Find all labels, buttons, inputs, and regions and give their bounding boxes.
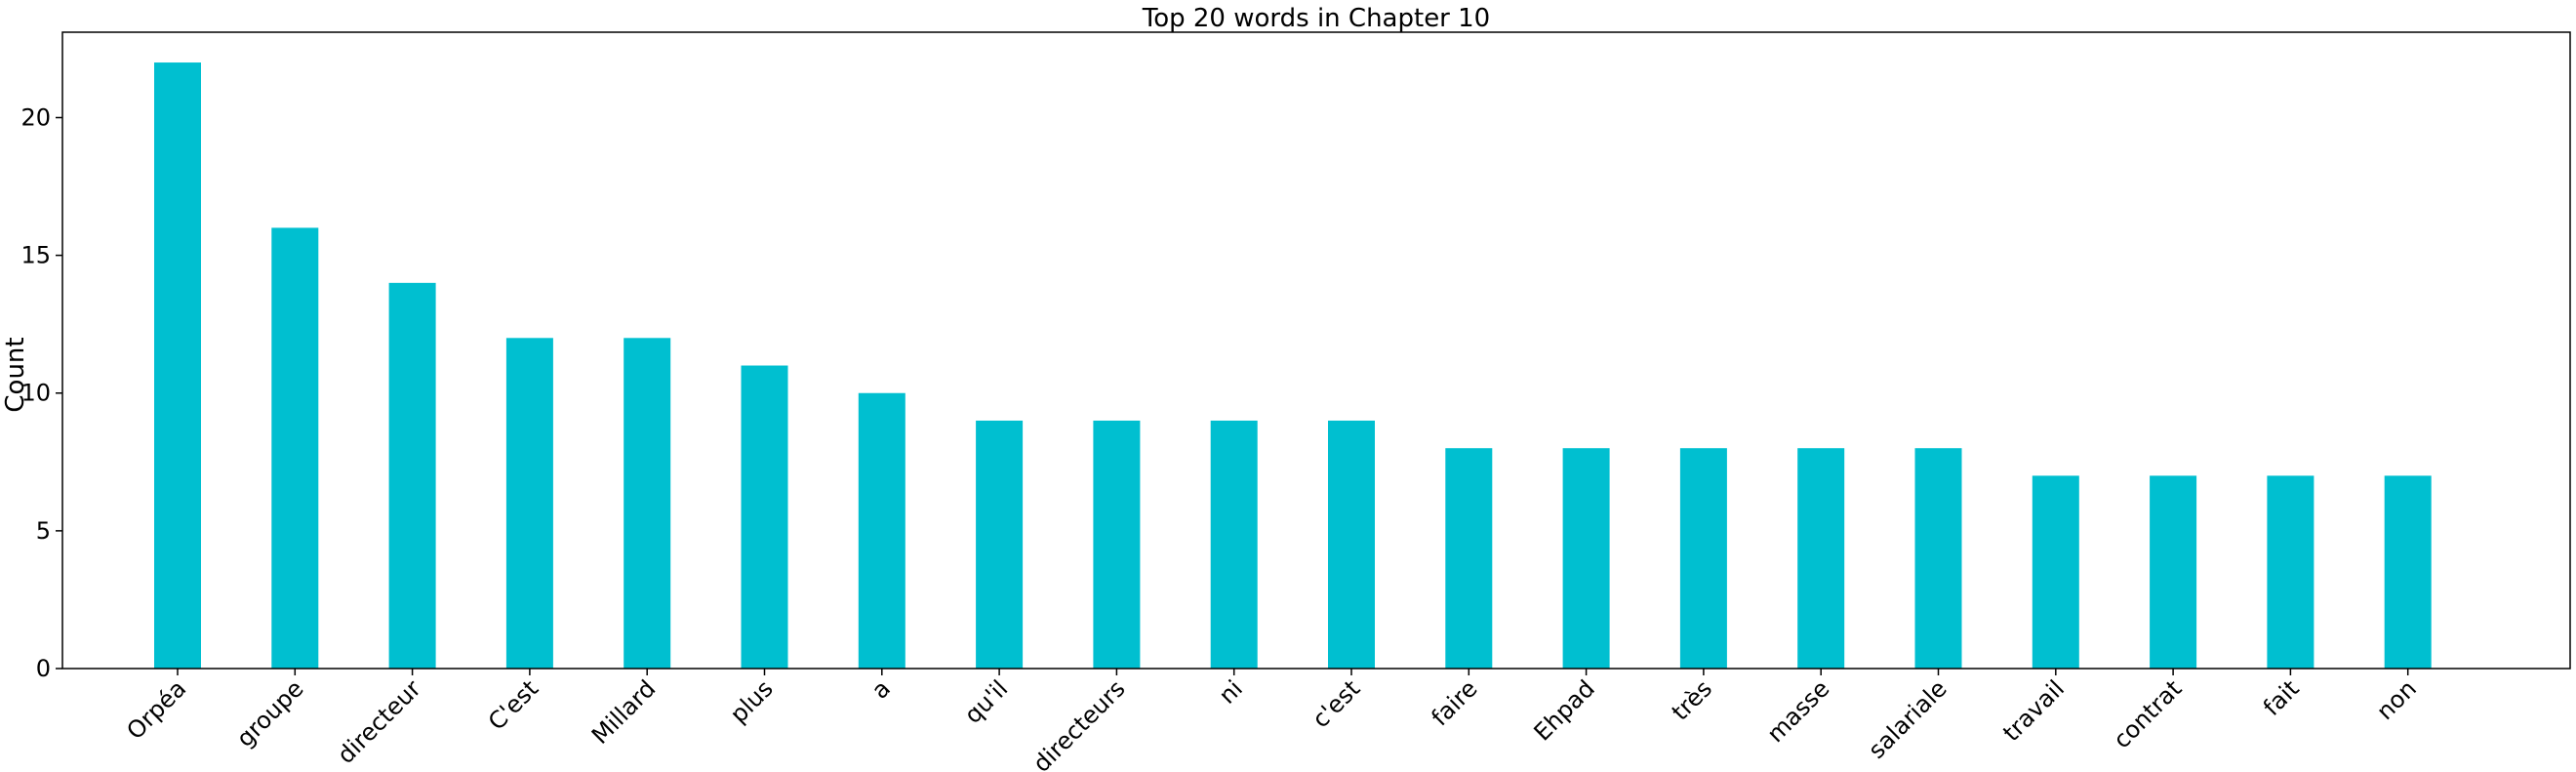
- bar-1: [271, 227, 319, 670]
- y-tick-label: 10: [20, 380, 51, 407]
- y-tick-label: 0: [36, 655, 51, 682]
- bar-11: [1445, 448, 1493, 669]
- x-tick-label: Orpéa: [121, 674, 191, 745]
- y-tick-label: 5: [36, 517, 51, 545]
- y-tick-label: 20: [20, 103, 51, 131]
- chart-title: Top 20 words in Chapter 10: [1142, 4, 1490, 33]
- bar-9: [1210, 420, 1258, 669]
- bar-3: [505, 338, 553, 669]
- x-tick-label: travail: [1997, 674, 2070, 747]
- x-tick-label: non: [2371, 674, 2422, 725]
- bar-0: [154, 62, 201, 670]
- bar-16: [2032, 475, 2079, 669]
- bar-6: [858, 392, 906, 669]
- x-tick-label: Millard: [586, 674, 661, 749]
- x-tick-label: groupe: [231, 674, 309, 752]
- x-tick-label: salariale: [1863, 674, 1952, 763]
- bar-4: [624, 338, 671, 669]
- bar-2: [388, 282, 436, 669]
- bar-17: [2150, 475, 2197, 669]
- x-tick-label: directeurs: [1027, 674, 1130, 772]
- x-tick-label: masse: [1762, 674, 1835, 748]
- x-ticks-group: Orpéa groupe directeur C'est Millard plus a qu'…: [121, 669, 2422, 772]
- bars-group: [154, 62, 2432, 670]
- plot-frame: [61, 31, 2571, 670]
- x-tick-label: c'est: [1308, 674, 1366, 733]
- y-axis-label: Count: [1, 337, 30, 412]
- x-tick-label: plus: [725, 674, 779, 728]
- x-tick-label: contrat: [2108, 674, 2187, 753]
- x-tick-label: qu'il: [959, 674, 1013, 728]
- bar-15: [1914, 448, 1962, 669]
- bar-5: [741, 365, 788, 669]
- x-tick-label: C'est: [483, 674, 543, 735]
- x-tick-label: Ehpad: [1529, 674, 1600, 746]
- x-tick-label: fait: [2258, 674, 2305, 721]
- y-ticks-group: 0 5 10 15 20: [20, 103, 62, 682]
- bar-18: [2267, 475, 2314, 669]
- x-tick-label: a: [866, 674, 896, 704]
- bar-10: [1328, 420, 1375, 669]
- x-tick-label: faire: [1427, 674, 1483, 731]
- x-tick-label: ni: [1214, 674, 1248, 709]
- x-tick-label: très: [1667, 674, 1717, 725]
- bar-19: [2384, 475, 2432, 669]
- x-tick-label: directeur: [332, 674, 426, 769]
- bar-7: [976, 420, 1024, 669]
- y-tick-label: 15: [20, 242, 51, 269]
- bar-12: [1562, 448, 1610, 669]
- bar-14: [1797, 448, 1845, 669]
- bar-13: [1679, 448, 1727, 669]
- bar-8: [1093, 420, 1141, 669]
